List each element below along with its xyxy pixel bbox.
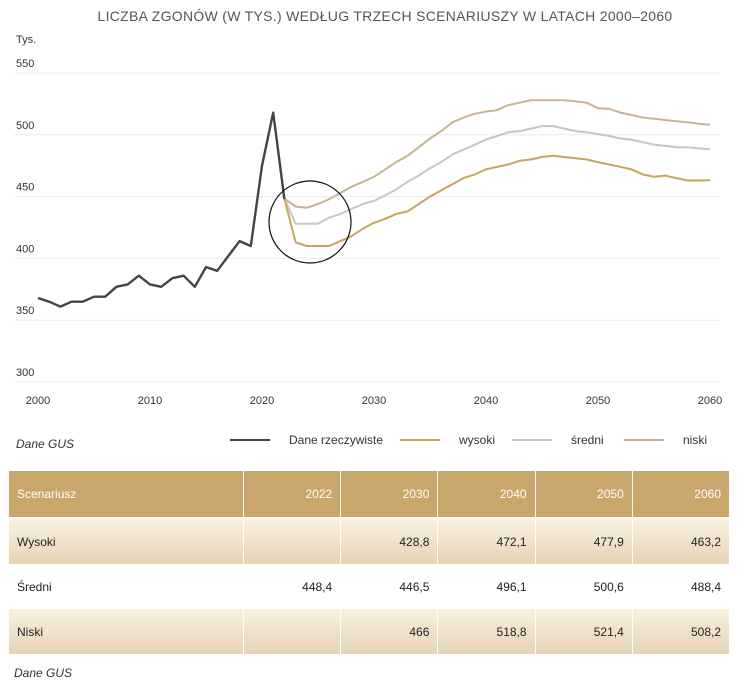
table-cell — [244, 609, 341, 654]
x-tick-label: 2030 — [362, 395, 386, 407]
table-row: Niski 466 518,8 521,4 508,2 — [9, 609, 729, 654]
table-header-row: Scenariusz 2022 2030 2040 2050 2060 — [9, 471, 729, 517]
table-cell: 446,5 — [341, 564, 438, 609]
table-cell: 508,2 — [632, 609, 729, 654]
highlight-circle — [268, 180, 352, 264]
y-tick-label: 550 — [16, 58, 34, 70]
x-ticks: 2000 2010 2020 2030 2040 2050 2060 — [26, 395, 722, 407]
x-tick-label: 2040 — [474, 395, 498, 407]
table-cell: Wysoki — [9, 519, 243, 564]
table-row: Średni 448,4 446,5 496,1 500,6 488,4 — [9, 564, 729, 609]
series-line-0 — [37, 111, 286, 308]
table-cell: 472,1 — [438, 519, 535, 564]
x-tick-label: 2000 — [26, 395, 50, 407]
y-ticks: 550 500 450 400 350 300 — [16, 58, 34, 379]
table-header-cell: 2030 — [341, 471, 438, 517]
scenario-table: Scenariusz 2022 2030 2040 2050 2060 Wysoki 428,… — [8, 471, 730, 654]
legend-label: wysoki — [458, 433, 495, 447]
series-line-2 — [283, 125, 711, 225]
table-header-cell: 2022 — [244, 471, 341, 517]
x-tick-label: 2060 — [698, 395, 722, 407]
table-cell: 477,9 — [535, 519, 632, 564]
table-cell: 466 — [341, 609, 438, 654]
chart-title: LICZBA ZGONÓW (W TYS.) WEDŁUG TRZECH SCE… — [97, 8, 672, 24]
table-header-cell: 2050 — [535, 471, 632, 517]
chart-source: Dane GUS — [16, 437, 74, 451]
table-header-cell: 2060 — [632, 471, 729, 517]
table-header-cell: Scenariusz — [9, 471, 243, 517]
table-cell: 428,8 — [341, 519, 438, 564]
table-cell: 463,2 — [632, 519, 729, 564]
legend: Dane rzeczywiste wysoki średni niski — [230, 433, 707, 447]
table-cell: 521,4 — [535, 609, 632, 654]
grid — [14, 72, 720, 383]
series-line-1 — [283, 154, 711, 247]
legend-label: średni — [571, 433, 604, 447]
table-header-cell: 2040 — [438, 471, 535, 517]
table-cell: 488,4 — [632, 564, 729, 609]
y-tick-label: 500 — [16, 120, 34, 132]
table-cell: 500,6 — [535, 564, 632, 609]
legend-label: niski — [683, 433, 707, 447]
y-tick-label: 350 — [16, 305, 34, 317]
table-cell: Niski — [9, 609, 243, 654]
y-axis-label: Tys. — [16, 34, 36, 46]
table-cell: Średni — [9, 564, 243, 609]
legend-label: Dane rzeczywiste — [289, 433, 383, 447]
table-cell — [244, 519, 341, 564]
table-cell: 496,1 — [438, 564, 535, 609]
series-lines — [37, 99, 711, 308]
table-row: Wysoki 428,8 472,1 477,9 463,2 — [9, 519, 729, 564]
y-tick-label: 300 — [16, 367, 34, 379]
table-cell: 518,8 — [438, 609, 535, 654]
y-tick-label: 400 — [16, 243, 34, 255]
table-cell: 448,4 — [244, 564, 341, 609]
x-tick-label: 2020 — [250, 395, 274, 407]
x-tick-label: 2050 — [586, 395, 610, 407]
table-source: Dane GUS — [14, 666, 73, 680]
chart: LICZBA ZGONÓW (W TYS.) WEDŁUG TRZECH SCE… — [14, 8, 722, 451]
y-tick-label: 450 — [16, 182, 34, 194]
x-tick-label: 2010 — [138, 395, 162, 407]
series-line-3 — [283, 99, 711, 209]
